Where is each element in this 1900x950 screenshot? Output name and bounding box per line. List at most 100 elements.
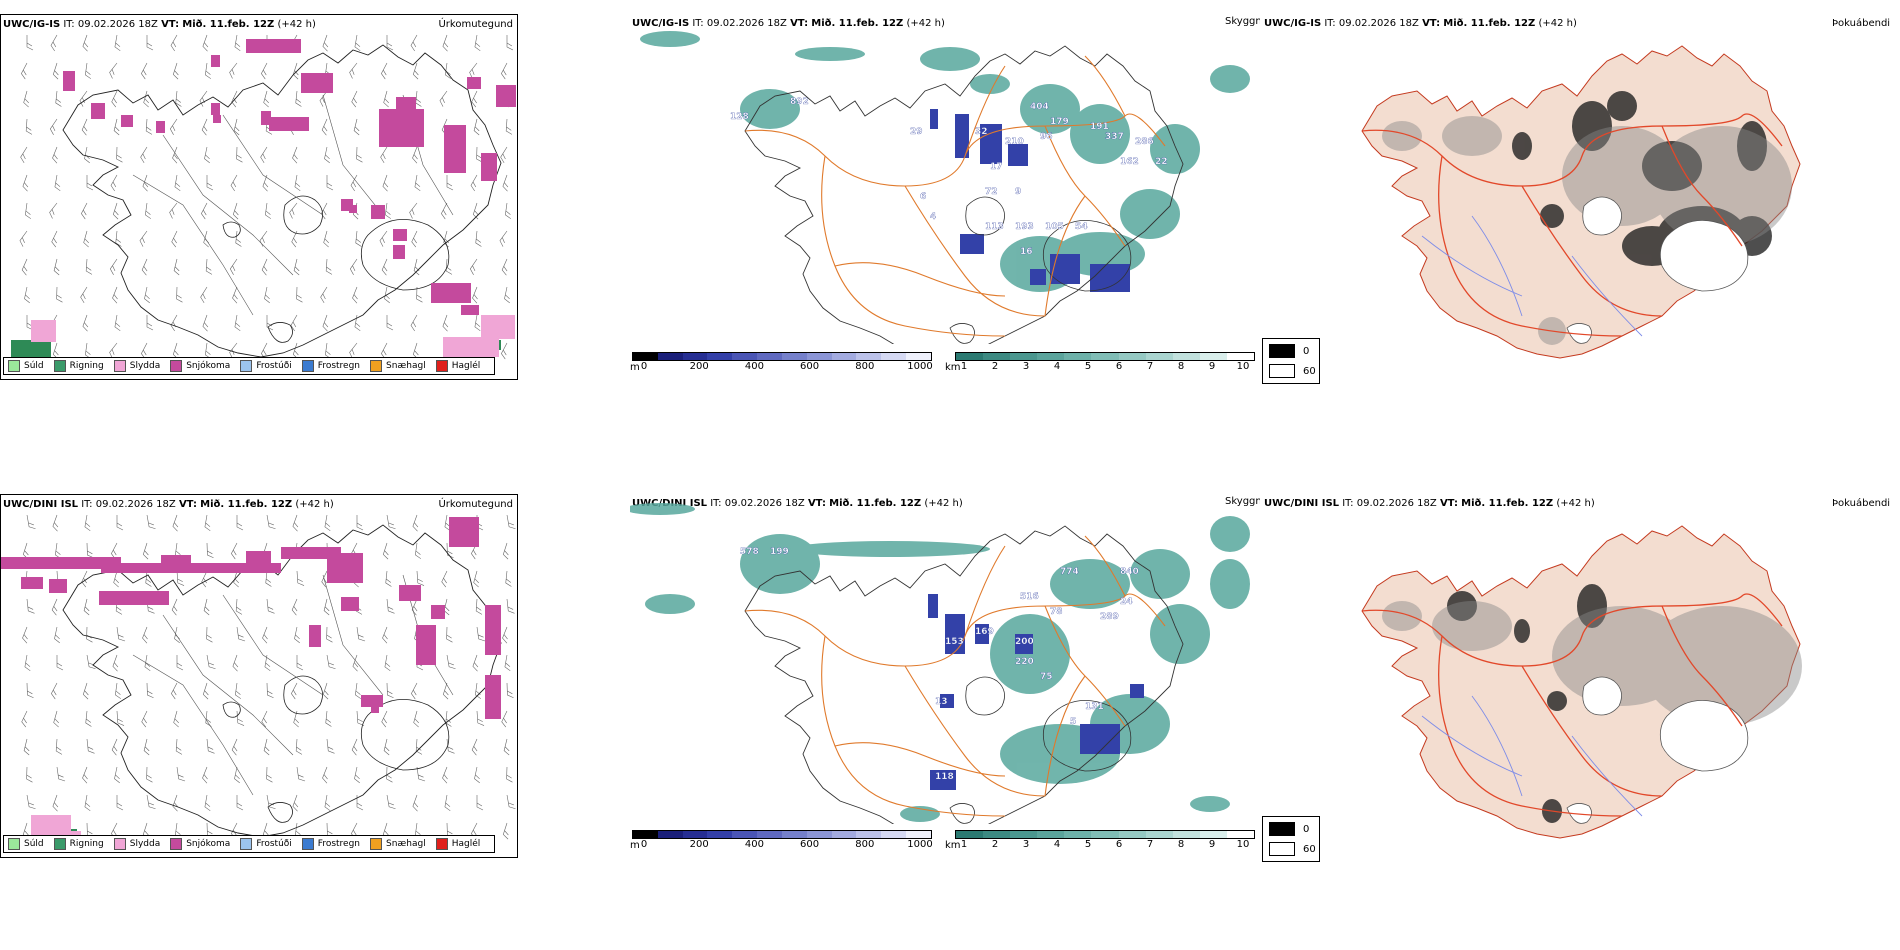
wind-barbs: [19, 34, 514, 360]
wind-barb-icon: [505, 570, 512, 587]
wind-barb-icon: [446, 542, 454, 559]
wind-barb-icon: [475, 230, 482, 247]
colorbar-step: [856, 831, 882, 838]
cloud-base-label: 337: [1105, 132, 1124, 142]
wind-barb-icon: [386, 514, 396, 530]
cloud-base-label: 96: [1040, 132, 1053, 142]
wind-barb-icon: [289, 202, 298, 219]
wind-barb-icon: [26, 794, 36, 810]
wind-barb-icon: [23, 738, 30, 756]
wind-barb-icon: [85, 258, 93, 275]
wind-barb-icon: [380, 146, 388, 164]
wind-barb-icon: [266, 766, 273, 783]
wind-barb-icon: [24, 286, 30, 304]
wind-barb-icon: [385, 570, 392, 587]
wind-barb-icon: [350, 174, 358, 192]
wind-barb-icon: [169, 202, 178, 219]
wind-barb-icon: [19, 230, 28, 247]
wind-barb-icon: [415, 542, 422, 559]
wind-barb-icon: [173, 710, 179, 728]
panel-title: UWC/IG-IS IT: 09.02.2026 18Z VT: Mið. 11…: [3, 19, 316, 30]
wind-barb-icon: [502, 174, 509, 192]
wind-barb-icon: [144, 654, 151, 672]
cloud-base-label: 78: [1050, 607, 1063, 617]
wind-barb-icon: [21, 258, 28, 276]
wind-barb-icon: [381, 258, 388, 276]
wind-barb-icon: [322, 34, 329, 52]
wind-barb-icon: [356, 795, 364, 811]
wind-barb-icon: [410, 34, 418, 52]
wind-barb-icon: [55, 738, 63, 755]
precip-type-legend: Súld Rigning Slydda Snjókoma Frostúði Fr…: [3, 357, 496, 375]
wind-barb-icon: [442, 766, 448, 784]
ceiling-colorbar: [632, 352, 932, 361]
wind-barb-icon: [236, 626, 246, 642]
wind-barb-icon: [324, 514, 331, 532]
precip-map-top: [11, 34, 516, 360]
colorbar-step: [1118, 353, 1146, 360]
wind-barb-icon: [26, 682, 34, 699]
wind-barb-icon: [349, 62, 358, 79]
wind-barb-icon: [356, 710, 365, 726]
legend-item-drizzle: Súld: [8, 360, 44, 372]
wind-barb-icon: [412, 794, 419, 812]
wind-barb-icon: [53, 710, 59, 728]
colorbar-step: [806, 831, 832, 838]
colorbar-step: [881, 831, 907, 838]
wind-barb-icon: [174, 174, 181, 192]
iceland-outline: [62, 44, 502, 358]
wind-barb-icon: [442, 314, 449, 332]
wind-barb-icon: [442, 682, 449, 700]
swatch-snow-pellets: [370, 360, 383, 372]
wind-barb-icon: [409, 202, 418, 219]
cloud-base-label: 892: [790, 97, 809, 107]
wind-barb-icon: [229, 62, 238, 79]
wind-barb-icon: [25, 118, 33, 135]
colorbar-step: [1091, 353, 1119, 360]
visibility-colorbar: [955, 830, 1255, 839]
wind-barb-icon: [24, 654, 31, 672]
fog-map-bottom: [1361, 525, 1802, 839]
wind-barb-icon: [349, 258, 358, 275]
swatch-snow: [170, 360, 183, 372]
wind-barb-icon: [26, 766, 33, 783]
wind-barb-icon: [326, 626, 333, 643]
wind-barb-icon: [235, 598, 243, 615]
wind-barb-icon: [79, 90, 88, 107]
scale-tick-label: 0: [640, 839, 648, 850]
wind-barb-icon: [293, 710, 299, 728]
wind-barb-icon: [170, 314, 178, 332]
wind-barb-icon: [141, 62, 148, 80]
wind-barb-icon: [232, 202, 239, 220]
cloud-base-label: 22: [1155, 157, 1168, 167]
wind-barb-icon: [476, 626, 486, 642]
wind-barb-icon: [116, 710, 125, 726]
wind-barb-icon: [236, 515, 244, 531]
wind-barb-icon: [109, 62, 118, 79]
visibility-ticks: 1 2 3 4 5 6 7 8 9 10: [955, 361, 1255, 373]
cloud-base-label: 131: [1085, 702, 1104, 712]
wind-barb-icon: [319, 90, 328, 107]
wind-barb-icon: [235, 230, 242, 247]
swatch-freezing-drizzle: [240, 360, 253, 372]
wind-barb-icon: [416, 286, 423, 303]
scale-tick-label: 5: [1084, 361, 1092, 372]
colorbar-step: [757, 831, 782, 838]
swatch-sleet: [113, 838, 126, 850]
wind-barb-icon: [206, 738, 215, 754]
swatch-hail: [435, 838, 448, 850]
colorbar-step: [732, 353, 758, 360]
panel-title: UWC/IG-IS IT: 09.02.2026 18Z VT: Mið. 11…: [632, 18, 945, 29]
wind-barb-icon: [55, 90, 62, 107]
wind-barb-icon: [112, 654, 119, 672]
colorbar-step: [906, 831, 931, 838]
snow-areas: [1, 517, 501, 719]
wind-barb-icon: [264, 654, 271, 672]
wind-barb-icon: [296, 766, 306, 782]
scale-tick-label: 6: [1115, 361, 1123, 372]
fog-legend-item-60: 60: [1269, 364, 1316, 378]
wind-barb-icon: [442, 34, 449, 52]
wind-barb-icon: [379, 230, 388, 247]
wind-barb-icon: [84, 514, 91, 532]
wind-barb-icon: [22, 174, 29, 192]
